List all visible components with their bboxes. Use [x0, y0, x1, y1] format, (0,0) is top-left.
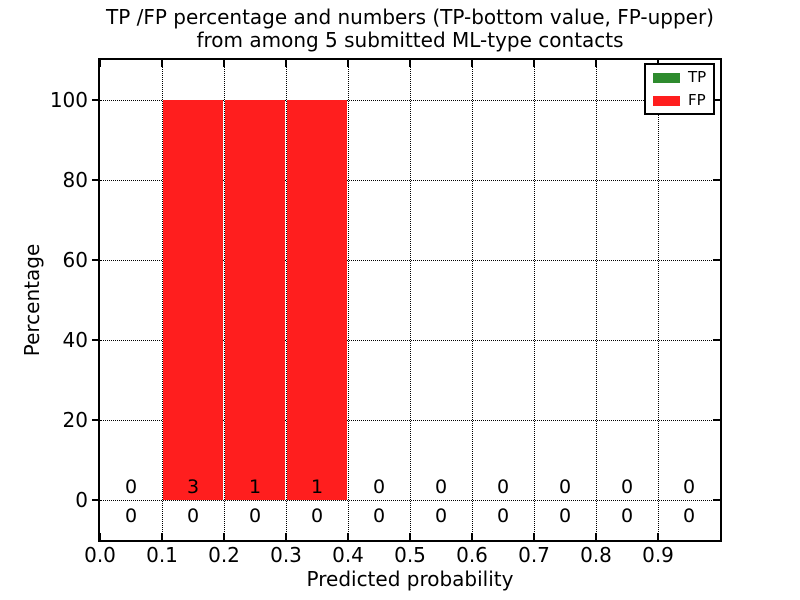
v-gridline: [224, 60, 225, 540]
y-tick-label: 20: [62, 408, 88, 432]
v-gridline: [286, 60, 287, 540]
legend-swatch-tp: [653, 72, 680, 83]
plot-area: 0 0 3 0 1 0 1 0 0 0 0 0 0 0 0 0 0 0 0 0: [98, 58, 722, 542]
x-tick-top: [533, 60, 535, 67]
x-tick-label: 0.3: [270, 543, 302, 567]
x-tick: [657, 533, 659, 540]
fp-count-label: 0: [620, 476, 634, 498]
tp-count-label: 0: [310, 505, 324, 527]
fp-count-label: 0: [682, 476, 696, 498]
chart-title-line1: TP /FP percentage and numbers (TP-bottom…: [106, 5, 714, 29]
y-tick: [92, 179, 100, 181]
x-tick: [533, 533, 535, 540]
v-gridline: [658, 60, 659, 540]
legend-entry-fp: FP: [653, 93, 706, 108]
y-tick-label: 60: [62, 248, 88, 272]
tp-count-label: 0: [124, 505, 138, 527]
legend-label-tp: TP: [688, 68, 707, 86]
x-tick-label: 0.8: [580, 543, 612, 567]
y-tick-right: [713, 179, 720, 181]
x-tick: [471, 533, 473, 540]
x-tick: [161, 533, 163, 540]
x-tick-label: 0.2: [208, 543, 240, 567]
chart-title-line2: from among 5 submitted ML-type contacts: [196, 28, 624, 52]
tp-count-label: 0: [186, 505, 200, 527]
x-tick: [223, 533, 225, 540]
y-tick-label: 80: [62, 168, 88, 192]
x-tick: [595, 533, 597, 540]
fp-count-label: 1: [248, 476, 262, 498]
x-tick-top: [409, 60, 411, 67]
tp-count-label: 0: [248, 505, 262, 527]
x-tick-top: [285, 60, 287, 67]
y-tick: [92, 99, 100, 101]
tp-count-label: 0: [434, 505, 448, 527]
tp-count-label: 0: [496, 505, 510, 527]
tp-count-label: 0: [372, 505, 386, 527]
y-tick-right: [713, 259, 720, 261]
x-tick: [99, 533, 101, 540]
v-gridline: [596, 60, 597, 540]
x-tick-label: 0.9: [642, 543, 674, 567]
v-gridline: [162, 60, 163, 540]
tp-count-label: 0: [682, 505, 696, 527]
v-gridline: [534, 60, 535, 540]
v-gridline: [348, 60, 349, 540]
y-tick: [92, 339, 100, 341]
v-gridline: [410, 60, 411, 540]
x-tick: [409, 533, 411, 540]
bar-fp: [163, 100, 223, 500]
x-axis-label: Predicted probability: [306, 567, 514, 591]
x-tick-top: [471, 60, 473, 67]
y-tick-right: [713, 419, 720, 421]
fp-count-label: 0: [434, 476, 448, 498]
legend: TP FP: [644, 63, 716, 115]
x-tick-label: 0.1: [146, 543, 178, 567]
y-tick-label: 100: [49, 88, 88, 112]
y-tick: [92, 499, 100, 501]
x-tick-top: [595, 60, 597, 67]
fp-count-label: 0: [558, 476, 572, 498]
chart-title: TP /FP percentage and numbers (TP-bottom…: [100, 6, 720, 52]
x-tick-label: 0.5: [394, 543, 426, 567]
tp-count-label: 0: [558, 505, 572, 527]
fp-count-label: 1: [310, 476, 324, 498]
fp-count-label: 0: [372, 476, 386, 498]
legend-entry-tp: TP: [653, 70, 706, 85]
x-tick-top: [99, 60, 101, 67]
y-tick-label: 0: [75, 488, 88, 512]
tp-count-label: 0: [620, 505, 634, 527]
y-tick-right: [713, 499, 720, 501]
legend-label-fp: FP: [688, 91, 706, 109]
x-tick-top: [223, 60, 225, 67]
legend-swatch-fp: [653, 95, 680, 106]
fp-count-label: 0: [124, 476, 138, 498]
x-tick-label: 0.6: [456, 543, 488, 567]
fp-count-label: 3: [186, 476, 200, 498]
x-tick-label: 0.0: [84, 543, 116, 567]
x-tick-top: [347, 60, 349, 67]
y-tick-right: [713, 99, 720, 101]
y-tick: [92, 419, 100, 421]
y-tick: [92, 259, 100, 261]
x-tick: [347, 533, 349, 540]
bar-fp: [287, 100, 347, 500]
x-tick: [285, 533, 287, 540]
v-gridline: [472, 60, 473, 540]
x-tick-label: 0.7: [518, 543, 550, 567]
x-tick-label: 0.4: [332, 543, 364, 567]
y-tick-label: 40: [62, 328, 88, 352]
y-tick-right: [713, 339, 720, 341]
x-tick-top: [161, 60, 163, 67]
fp-count-label: 0: [496, 476, 510, 498]
bar-fp: [225, 100, 285, 500]
